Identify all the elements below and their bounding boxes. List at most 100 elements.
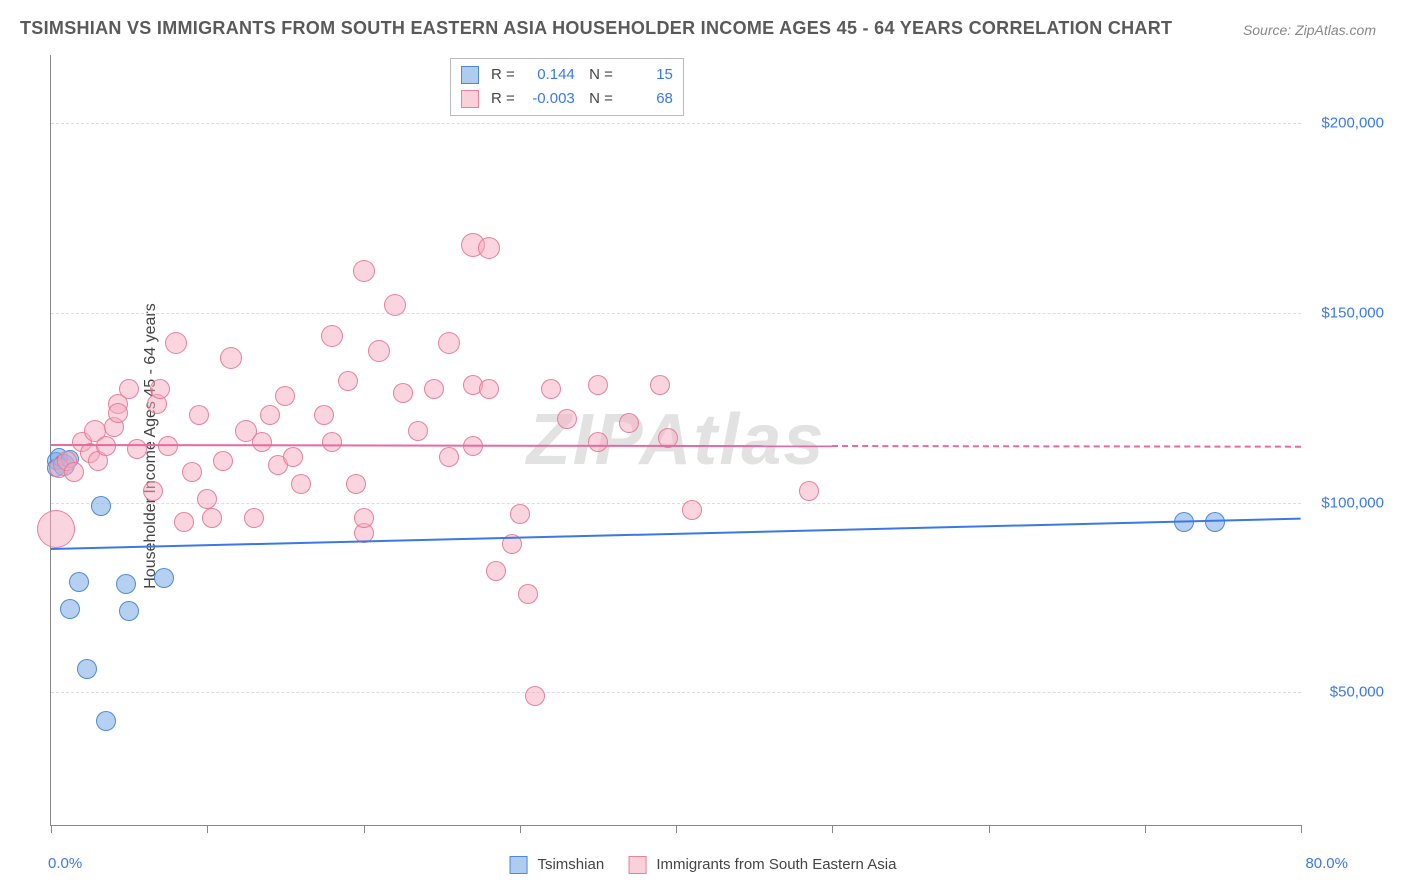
data-point [393, 383, 413, 403]
data-point [438, 332, 460, 354]
n-label: N = [581, 63, 613, 87]
legend-item-2: Immigrants from South Eastern Asia [628, 856, 896, 874]
x-tick-mark [989, 825, 990, 833]
legend: Tsimshian Immigrants from South Eastern … [510, 856, 897, 874]
data-point [154, 568, 174, 588]
y-tick-label: $100,000 [1321, 494, 1384, 511]
source-label: Source: ZipAtlas.com [1243, 22, 1376, 38]
data-point [127, 439, 147, 459]
data-point [525, 686, 545, 706]
swatch-pink-icon [628, 856, 646, 874]
corr-row-1: R = 0.144 N = 15 [461, 63, 673, 87]
data-point [165, 332, 187, 354]
data-point [314, 405, 334, 425]
data-point [202, 508, 222, 528]
data-point [541, 379, 561, 399]
data-point [37, 510, 75, 548]
data-point [213, 451, 233, 471]
swatch-blue-icon [510, 856, 528, 874]
data-point [557, 409, 577, 429]
data-point [116, 574, 136, 594]
data-point [119, 379, 139, 399]
legend-item-1: Tsimshian [510, 856, 605, 874]
data-point [354, 508, 374, 528]
data-point [150, 379, 170, 399]
data-point [60, 599, 80, 619]
n-value-1: 15 [619, 63, 673, 87]
r-label: R = [491, 63, 515, 87]
gridline [51, 123, 1301, 124]
data-point [799, 481, 819, 501]
correlation-box: R = 0.144 N = 15 R = -0.003 N = 68 [450, 58, 684, 116]
y-tick-label: $150,000 [1321, 304, 1384, 321]
data-point [96, 711, 116, 731]
x-tick-mark [1145, 825, 1146, 833]
data-point [650, 375, 670, 395]
plot-area: ZIPAtlas [50, 55, 1301, 826]
data-point [424, 379, 444, 399]
data-point [408, 421, 428, 441]
data-point [368, 340, 390, 362]
data-point [510, 504, 530, 524]
swatch-pink-icon [461, 90, 479, 108]
data-point [252, 432, 272, 452]
y-tick-label: $200,000 [1321, 115, 1384, 132]
x-axis-max: 80.0% [1305, 855, 1348, 872]
gridline [51, 503, 1301, 504]
data-point [518, 584, 538, 604]
data-point [283, 447, 303, 467]
data-point [189, 405, 209, 425]
data-point [588, 432, 608, 452]
data-point [588, 375, 608, 395]
data-point [346, 474, 366, 494]
data-point [244, 508, 264, 528]
swatch-blue-icon [461, 66, 479, 84]
data-point [108, 403, 128, 423]
data-point [321, 325, 343, 347]
r-value-1: 0.144 [521, 63, 575, 87]
data-point [77, 659, 97, 679]
data-point [119, 601, 139, 621]
x-tick-mark [832, 825, 833, 833]
y-tick-label: $50,000 [1330, 684, 1384, 701]
n-label: N = [581, 87, 613, 111]
x-tick-mark [364, 825, 365, 833]
legend-label-2: Immigrants from South Eastern Asia [656, 856, 896, 873]
data-point [291, 474, 311, 494]
legend-label-1: Tsimshian [537, 856, 604, 873]
data-point [338, 371, 358, 391]
data-point [439, 447, 459, 467]
r-value-2: -0.003 [521, 87, 575, 111]
data-point [197, 489, 217, 509]
data-point [260, 405, 280, 425]
data-point [682, 500, 702, 520]
r-label: R = [491, 87, 515, 111]
gridline [51, 313, 1301, 314]
data-point [479, 379, 499, 399]
data-point [143, 481, 163, 501]
data-point [182, 462, 202, 482]
corr-row-2: R = -0.003 N = 68 [461, 87, 673, 111]
data-point [478, 237, 500, 259]
x-axis-min: 0.0% [48, 855, 82, 872]
chart-title: TSIMSHIAN VS IMMIGRANTS FROM SOUTH EASTE… [20, 18, 1172, 39]
x-tick-mark [1301, 825, 1302, 833]
x-tick-mark [520, 825, 521, 833]
data-point [275, 386, 295, 406]
x-tick-mark [676, 825, 677, 833]
data-point [619, 413, 639, 433]
data-point [353, 260, 375, 282]
data-point [220, 347, 242, 369]
x-tick-mark [51, 825, 52, 833]
trend-line [51, 518, 1301, 550]
data-point [91, 496, 111, 516]
data-point [322, 432, 342, 452]
data-point [174, 512, 194, 532]
data-point [64, 462, 84, 482]
data-point [486, 561, 506, 581]
n-value-2: 68 [619, 87, 673, 111]
data-point [69, 572, 89, 592]
x-tick-mark [207, 825, 208, 833]
data-point [384, 294, 406, 316]
gridline [51, 692, 1301, 693]
